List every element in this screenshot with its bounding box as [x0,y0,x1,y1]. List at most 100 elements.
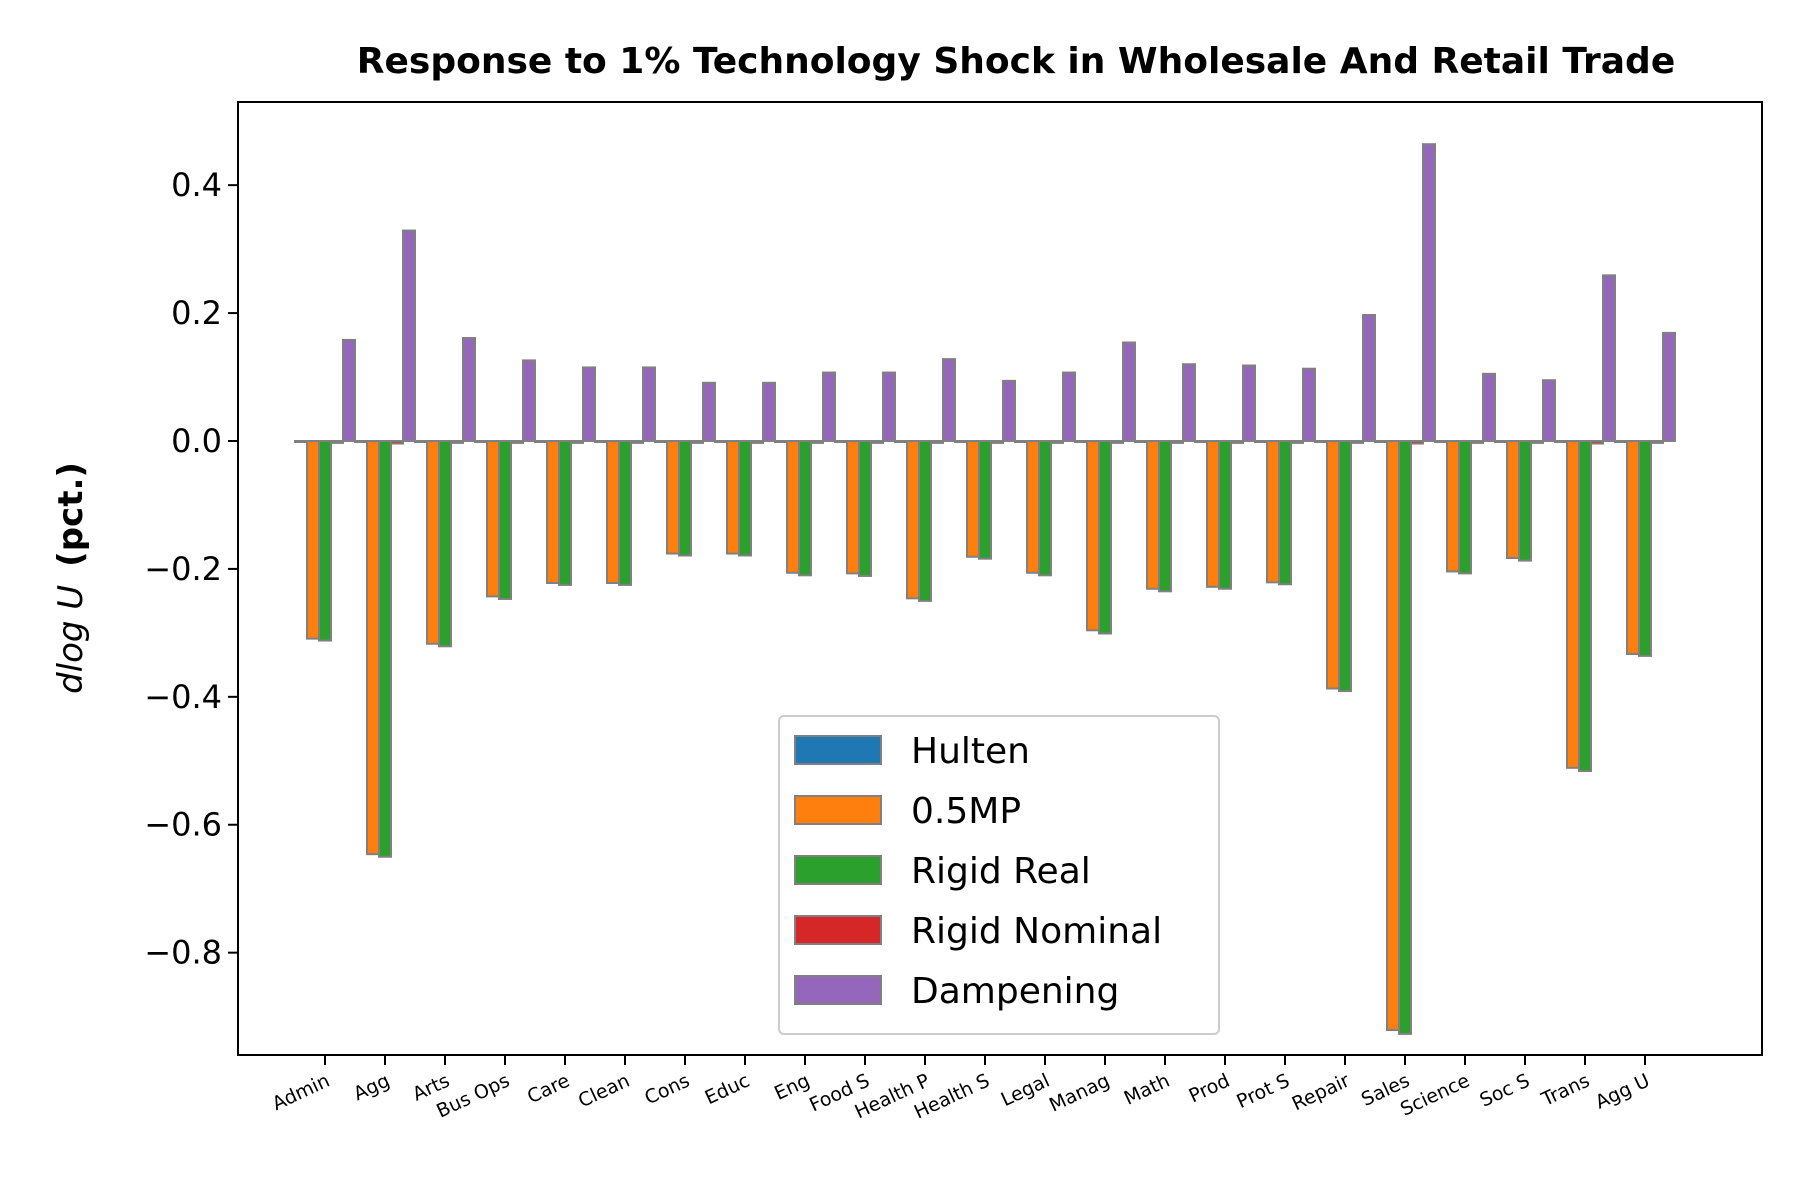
bar-rigid-nominal-educ [750,439,764,444]
legend-frame [778,715,1220,1035]
bar-hulten-educ [714,439,728,443]
bar-dampening-legal [1062,371,1076,442]
legend: Hulten 0.5MP Rigid Real Rigid Nominal Dampen… [778,715,1220,1035]
bar-hulten-clean [594,439,608,443]
bar-rigid-real-sales [1398,439,1412,1035]
bar-rigid-nominal-legal [1050,439,1064,444]
legend-label-0-5mp: 0.5MP [911,791,1021,832]
y-tick-label: 0.4 [171,166,222,204]
bar-rigid-nominal-prot-s [1290,439,1304,444]
bar-rigid-real-repair [1338,439,1352,693]
bar-rigid-real-prot-s [1278,439,1292,586]
legend-label-hulten: Hulten [911,731,1030,772]
bar-rigid-nominal-soc-s [1530,439,1544,444]
bar-0-5mp-eng [786,439,800,574]
legend-swatch-0-5mp [794,795,882,825]
y-tick-label: 0.0 [171,422,222,460]
bar-0-5mp-arts [426,439,440,645]
bars-layer [294,143,1676,1035]
bar-hulten-science [1434,439,1448,443]
bar-rigid-nominal-manag [1110,439,1124,444]
bar-dampening-repair [1362,313,1376,442]
bar-dampening-math [1182,363,1196,442]
bar-hulten-manag [1074,439,1088,443]
bar-dampening-clean [642,366,656,442]
bar-dampening-prot-s [1302,367,1316,442]
bar-hulten-food-s [834,439,848,443]
legend-swatch-hulten [794,735,882,765]
bar-dampening-prod [1242,364,1256,442]
bar-dampening-trans [1602,274,1616,442]
bar-0-5mp-bus-ops [486,439,500,598]
bar-dampening-sales [1422,143,1436,442]
bar-dampening-food-s [882,371,896,442]
bar-0-5mp-repair [1326,439,1340,690]
bar-rigid-nominal-math [1170,439,1184,444]
bar-0-5mp-admin [306,439,320,640]
bar-hulten-trans [1554,439,1568,443]
bar-rigid-real-educ [738,439,752,557]
bar-hulten-care [534,439,548,443]
bar-rigid-real-soc-s [1518,439,1532,562]
bar-rigid-nominal-cons [690,439,704,444]
bar-rigid-real-arts [438,439,452,648]
legend-label-rigid-real: Rigid Real [911,851,1091,892]
bar-hulten-soc-s [1494,439,1508,443]
bar-dampening-cons [702,381,716,442]
legend-swatch-dampening [794,975,882,1005]
bar-hulten-sales [1374,439,1388,443]
bar-hulten-bus-ops [474,439,488,443]
bar-0-5mp-math [1146,439,1160,590]
bar-dampening-bus-ops [522,359,536,442]
bar-0-5mp-educ [726,439,740,555]
y-axis-label: dlog U (pct.) [51,462,91,694]
bar-rigid-nominal-agg [390,439,404,445]
bar-hulten-cons [654,439,668,443]
bar-rigid-real-health-p [918,439,932,602]
bar-dampening-science [1482,372,1496,442]
bar-dampening-arts [462,337,476,442]
bar-hulten-arts [414,439,428,443]
bar-0-5mp-health-p [906,439,920,600]
bar-hulten-eng [774,439,788,443]
bar-rigid-real-health-s [978,439,992,560]
bar-hulten-math [1134,439,1148,443]
bar-dampening-health-p [942,358,956,442]
bar-rigid-nominal-agg-u [1650,439,1664,444]
bar-rigid-nominal-clean [630,439,644,444]
bar-rigid-nominal-science [1470,439,1484,444]
chart-title: Response to 1% Technology Shock in Whole… [357,41,1675,82]
bar-rigid-real-math [1158,439,1172,593]
bar-0-5mp-legal [1026,439,1040,574]
legend-swatch-rigid-nominal [794,915,882,945]
bar-rigid-real-cons [678,439,692,557]
y-tick-label: 0.2 [171,294,222,332]
y-tick-label: −0.6 [144,806,222,844]
bar-rigid-real-agg [378,439,392,858]
bar-rigid-nominal-sales [1410,439,1424,445]
bar-dampening-soc-s [1542,379,1556,442]
bar-rigid-real-legal [1038,439,1052,577]
bar-dampening-admin [342,338,356,442]
bar-rigid-nominal-trans [1590,439,1604,445]
bar-rigid-real-manag [1098,439,1112,635]
bar-hulten-prot-s [1254,439,1268,443]
bar-0-5mp-agg-u [1626,439,1640,655]
bar-dampening-agg-u [1662,331,1676,442]
bar-rigid-nominal-food-s [870,439,884,444]
y-axis: 0.4 0.2 0.0 −0.2 −0.4 −0.6 −0.8 [144,166,238,972]
bar-dampening-manag [1122,341,1136,442]
bar-0-5mp-prot-s [1266,439,1280,584]
legend-label-rigid-nominal: Rigid Nominal [911,911,1162,952]
bar-0-5mp-care [546,439,560,584]
bar-rigid-real-bus-ops [498,439,512,600]
legend-label-dampening: Dampening [911,971,1119,1012]
bar-0-5mp-soc-s [1506,439,1520,560]
bar-rigid-nominal-arts [450,439,464,444]
bar-dampening-health-s [1002,379,1016,442]
bar-hulten-health-p [894,439,908,443]
bar-rigid-nominal-admin [330,439,344,444]
bar-dampening-educ [762,381,776,442]
bar-0-5mp-cons [666,439,680,555]
